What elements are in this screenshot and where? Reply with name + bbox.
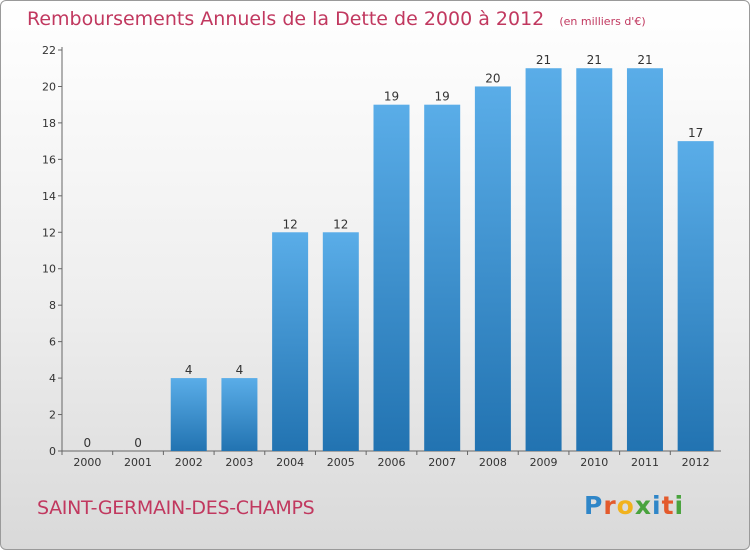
bar: [272, 232, 309, 451]
logo-letter: i: [652, 491, 662, 520]
x-tick-label: 2005: [327, 456, 355, 469]
y-tick-label: 10: [42, 263, 56, 276]
data-label: 21: [637, 53, 652, 67]
y-tick-label: 4: [49, 372, 56, 385]
x-tick-label: 2009: [530, 456, 558, 469]
y-tick-label: 8: [49, 299, 56, 312]
bar: [474, 86, 511, 452]
y-tick-label: 22: [42, 44, 56, 57]
y-tick-label: 0: [49, 445, 56, 458]
x-tick-label: 2003: [225, 456, 253, 469]
logo-letter: P: [584, 491, 604, 520]
y-tick-label: 12: [42, 226, 56, 239]
data-label: 4: [236, 363, 244, 377]
bar: [525, 68, 562, 452]
logo-letter: x: [634, 491, 652, 520]
data-label: 0: [84, 436, 92, 450]
bar: [576, 68, 613, 452]
data-label: 19: [384, 90, 399, 104]
x-tick-label: 2012: [682, 456, 710, 469]
x-tick-label: 2007: [428, 456, 456, 469]
y-tick-label: 2: [49, 409, 56, 422]
data-label: 17: [688, 126, 703, 140]
data-label: 0: [134, 436, 142, 450]
commune-name: SAINT-GERMAIN-DES-CHAMPS: [37, 497, 315, 519]
logo-letter: t: [661, 491, 675, 520]
x-tick-label: 2000: [73, 456, 101, 469]
y-tick-label: 14: [42, 190, 56, 203]
data-label: 12: [282, 217, 297, 231]
logo-letter: i: [674, 491, 685, 520]
data-label: 21: [587, 53, 602, 67]
x-tick-label: 2010: [580, 456, 608, 469]
data-label: 21: [536, 53, 551, 67]
data-label: 20: [485, 71, 500, 85]
x-tick-label: 2006: [378, 456, 406, 469]
x-tick-label: 2002: [175, 456, 203, 469]
logo-letter: r: [603, 491, 617, 520]
logo-letter: o: [616, 491, 635, 520]
data-label: 19: [435, 90, 450, 104]
bar: [677, 141, 714, 452]
data-label: 4: [185, 363, 193, 377]
chart-unit: (en milliers d'€): [559, 15, 646, 28]
y-tick-label: 20: [42, 80, 56, 93]
bar: [221, 378, 258, 451]
bar: [424, 104, 461, 451]
proxiti-logo: Proxiti: [584, 491, 684, 520]
x-tick-label: 2001: [124, 456, 152, 469]
y-tick-label: 16: [42, 153, 56, 166]
y-tick-label: 6: [49, 336, 56, 349]
bar: [322, 232, 359, 451]
y-tick-label: 18: [42, 117, 56, 130]
x-tick-label: 2004: [276, 456, 304, 469]
bar: [373, 104, 410, 451]
data-label: 12: [333, 217, 348, 231]
chart-title-text: Remboursements Annuels de la Dette de 20…: [27, 8, 545, 30]
bar: [170, 378, 207, 451]
x-tick-label: 2008: [479, 456, 507, 469]
chart-title: Remboursements Annuels de la Dette de 20…: [27, 8, 646, 30]
bar: [626, 68, 663, 452]
x-tick-label: 2011: [631, 456, 659, 469]
